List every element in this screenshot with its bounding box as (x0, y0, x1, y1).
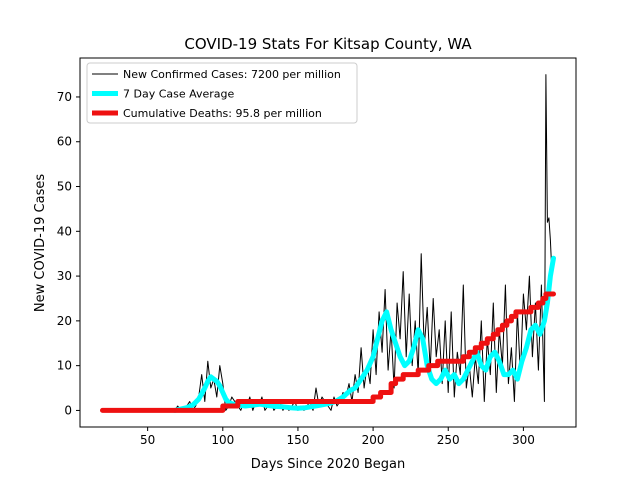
y-tick-label: 70 (57, 90, 72, 104)
legend-label-2: Cumulative Deaths: 95.8 per million (123, 107, 322, 120)
series-line-2 (100, 291, 556, 413)
x-tick-label: 300 (512, 433, 535, 447)
y-tick-label: 20 (57, 314, 72, 328)
y-ticks: 0 10 20 30 40 50 60 70 (57, 90, 80, 417)
x-tick-label: 150 (286, 433, 309, 447)
series-line-1 (172, 255, 556, 413)
legend: New Confirmed Cases: 7200 per million 7 D… (86, 62, 358, 124)
x-axis-label: Days Since 2020 Began (251, 457, 406, 472)
y-tick-label: 40 (57, 224, 72, 238)
legend-label-0: New Confirmed Cases: 7200 per million (123, 68, 341, 81)
y-tick-label: 30 (57, 269, 72, 283)
x-tick-label: 50 (140, 433, 155, 447)
chart-title: COVID-19 Stats For Kitsap County, WA (184, 35, 472, 53)
y-tick-label: 50 (57, 180, 72, 194)
x-tick-label: 100 (211, 433, 234, 447)
y-tick-label: 0 (64, 403, 72, 417)
plot-frame (79, 57, 577, 428)
y-tick-label: 10 (57, 359, 72, 373)
legend-label-1: 7 Day Case Average (123, 88, 235, 101)
plot-series (100, 74, 556, 413)
x-tick-label: 250 (437, 433, 460, 447)
x-tick-label: 200 (362, 433, 385, 447)
series-line-0 (102, 74, 554, 411)
y-axis-label: New COVID-19 Cases (33, 174, 48, 312)
y-tick-label: 60 (57, 135, 72, 149)
legend-box (86, 62, 358, 124)
x-ticks: 50 100 150 200 250 300 (140, 427, 535, 447)
